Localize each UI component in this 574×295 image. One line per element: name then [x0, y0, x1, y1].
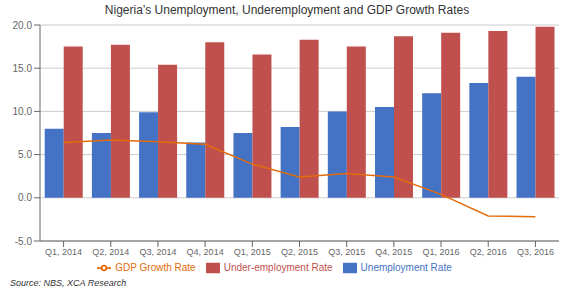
html-text:Nigeria’s Unemployment, Undere: Nigeria’s Unemployment, Underemployment …: [104, 3, 470, 17]
svg-text:5.0: 5.0: [18, 149, 32, 160]
svg-text:Q3, 2016: Q3, 2016: [517, 247, 554, 257]
svg-text:15.0: 15.0: [13, 63, 33, 74]
svg-text:Q1, 2016: Q1, 2016: [423, 247, 460, 257]
svg-text:10.0: 10.0: [13, 106, 33, 117]
svg-text:0.0: 0.0: [18, 192, 32, 203]
html-text:Unemployment Rate: Unemployment Rate: [360, 261, 452, 273]
html-text:Under-employment Rate: Under-employment Rate: [223, 261, 333, 273]
svg-text:Q2, 2015: Q2, 2015: [281, 247, 318, 257]
svg-text:Q1, 2015: Q1, 2015: [234, 247, 271, 257]
html-text:Source: NBS, XCA Research: Source: NBS, XCA Research: [10, 278, 127, 288]
svg-text:Q2, 2016: Q2, 2016: [470, 247, 507, 257]
svg-text:20.0: 20.0: [13, 20, 33, 31]
svg-text:Q2, 2014: Q2, 2014: [92, 247, 129, 257]
html-text:GDP Growth Rate: GDP Growth Rate: [115, 261, 196, 273]
svg-text:Q3, 2014: Q3, 2014: [139, 247, 176, 257]
svg-text:-5.0: -5.0: [15, 236, 33, 247]
svg-text:Q4, 2014: Q4, 2014: [187, 247, 224, 257]
svg-text:Q1, 2014: Q1, 2014: [45, 247, 82, 257]
svg-text:Q4, 2015: Q4, 2015: [375, 247, 412, 257]
svg-text:Q3, 2015: Q3, 2015: [328, 247, 365, 257]
